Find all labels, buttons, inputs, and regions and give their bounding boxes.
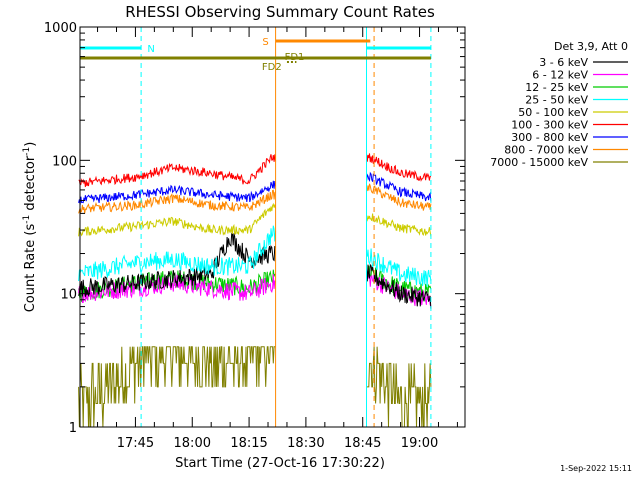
series-line bbox=[78, 154, 277, 188]
y-tick-label: 10 bbox=[60, 288, 77, 303]
legend-label: 6 - 12 keV bbox=[532, 69, 588, 82]
y-tick-label: 1 bbox=[69, 421, 77, 436]
x-tick-label: 18:15 bbox=[230, 436, 267, 451]
series-line bbox=[78, 225, 277, 282]
legend-label: 7000 - 15000 keV bbox=[490, 156, 588, 169]
legend-title: Det 3,9, Att 0 bbox=[554, 40, 628, 53]
legend-label: 50 - 100 keV bbox=[518, 106, 588, 119]
flag-label: FD2 bbox=[262, 62, 282, 73]
legend-label: 100 - 300 keV bbox=[511, 119, 588, 132]
legend-label: 12 - 25 keV bbox=[525, 81, 588, 94]
legend-label: 25 - 50 keV bbox=[525, 94, 588, 107]
x-tick-label: 18:30 bbox=[287, 436, 324, 451]
y-tick-label: 100 bbox=[52, 154, 77, 169]
series-line bbox=[78, 346, 276, 428]
flag-label: FD1 bbox=[285, 52, 305, 63]
series-line bbox=[78, 202, 277, 237]
series-line bbox=[78, 231, 277, 297]
series-line bbox=[78, 180, 277, 206]
y-axis-label: Count Rate (s-1 detector-1) bbox=[22, 142, 38, 313]
series-line bbox=[366, 153, 432, 182]
y-tick-label: 1000 bbox=[44, 21, 77, 36]
y-axis: 1 10 100 1000 bbox=[44, 21, 465, 436]
plot-frame bbox=[79, 26, 466, 428]
x-tick-label: 18:45 bbox=[344, 436, 381, 451]
date-stamp: 1-Sep-2022 15:11 bbox=[560, 464, 632, 473]
series-line bbox=[366, 171, 432, 202]
legend-label: 300 - 800 keV bbox=[511, 131, 588, 144]
series-line bbox=[366, 183, 432, 211]
x-axis: 17:45 18:00 18:15 18:30 18:45 19:00 bbox=[97, 27, 458, 451]
series-line bbox=[366, 346, 432, 428]
flag-label: S bbox=[262, 37, 268, 48]
series-line bbox=[366, 263, 432, 309]
legend-label: 800 - 7000 keV bbox=[504, 144, 588, 157]
flag-label: N bbox=[147, 44, 154, 55]
x-tick-label: 17:45 bbox=[117, 436, 154, 451]
legend-label: 3 - 6 keV bbox=[539, 56, 588, 69]
series-line bbox=[366, 248, 432, 287]
series-line bbox=[78, 189, 277, 214]
x-axis-label: Start Time (27-Oct-16 17:30:22) bbox=[175, 456, 385, 471]
chart-title: RHESSI Observing Summary Count Rates bbox=[125, 3, 435, 21]
x-tick-label: 19:00 bbox=[401, 436, 438, 451]
series-line bbox=[366, 213, 432, 237]
x-tick-label: 18:00 bbox=[174, 436, 211, 451]
series-line bbox=[78, 274, 277, 304]
